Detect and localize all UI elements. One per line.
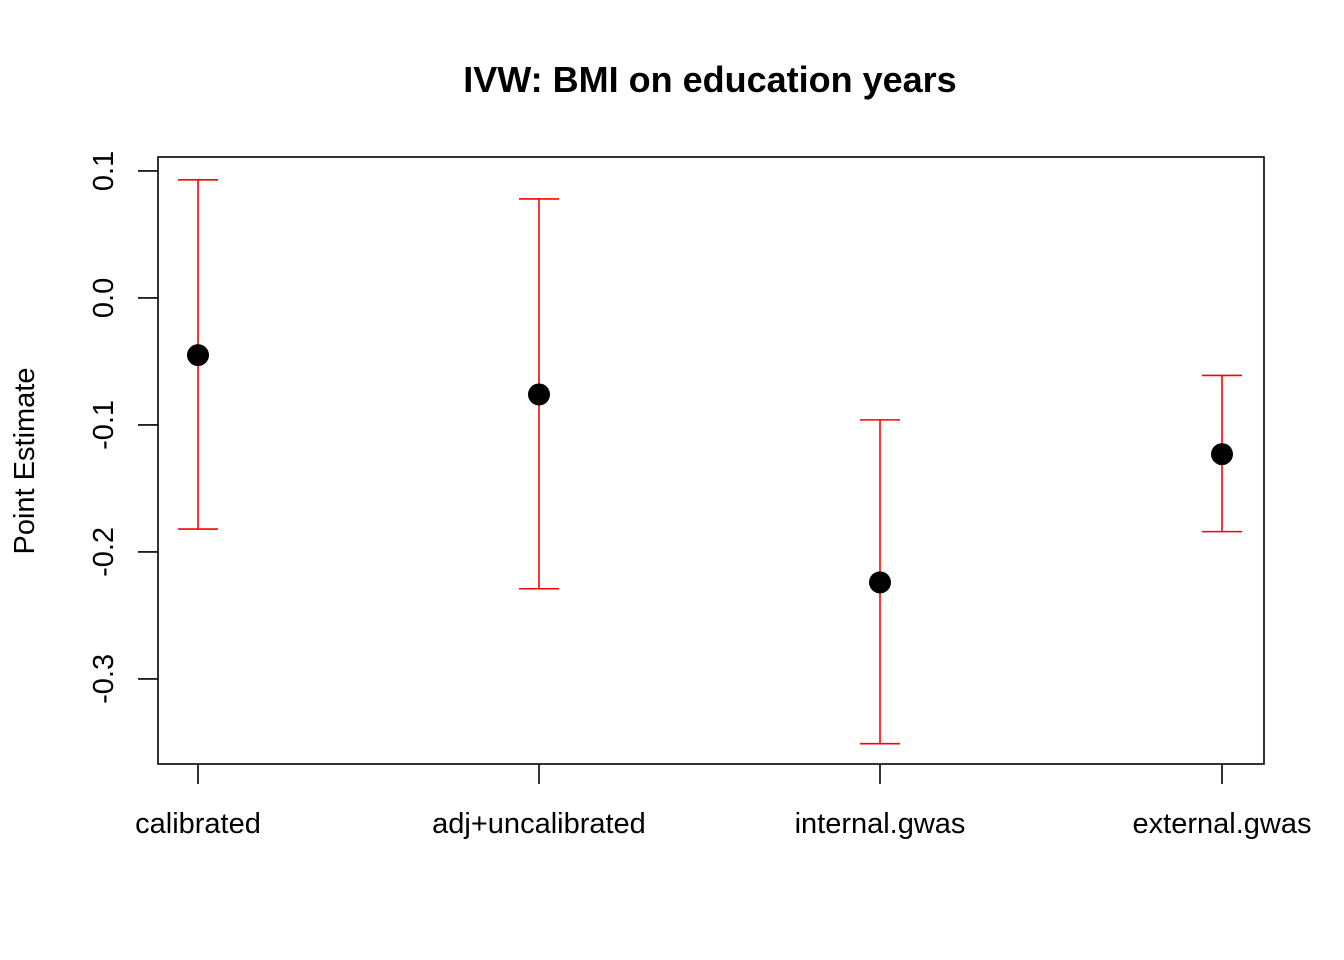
x-tick-label: adj+uncalibrated: [432, 808, 646, 840]
y-tick-label: -0.1: [88, 400, 120, 450]
data-point: [528, 383, 550, 406]
x-axis: calibrated adj+uncalibrated internal.gwas e…: [135, 764, 1311, 840]
y-tick-label: -0.3: [88, 654, 120, 704]
chart-title: IVW: BMI on education years: [463, 59, 956, 100]
data-point: [1211, 443, 1233, 466]
y-tick-label: -0.2: [88, 527, 120, 577]
y-tick-label: 0.0: [88, 278, 120, 318]
data-point: [187, 344, 209, 367]
x-tick-label: calibrated: [135, 808, 261, 840]
y-axis-label: Point Estimate: [9, 368, 41, 555]
error-bars: [178, 179, 1242, 745]
data-point: [869, 571, 891, 594]
y-axis: 0.1 0.0 -0.1 -0.2 -0.3: [88, 151, 158, 704]
plot-frame: [157, 156, 1265, 765]
x-tick-label: external.gwas: [1133, 808, 1312, 840]
data-points: [187, 344, 1233, 594]
y-tick-label: 0.1: [88, 151, 120, 191]
x-tick-label: internal.gwas: [795, 808, 966, 840]
